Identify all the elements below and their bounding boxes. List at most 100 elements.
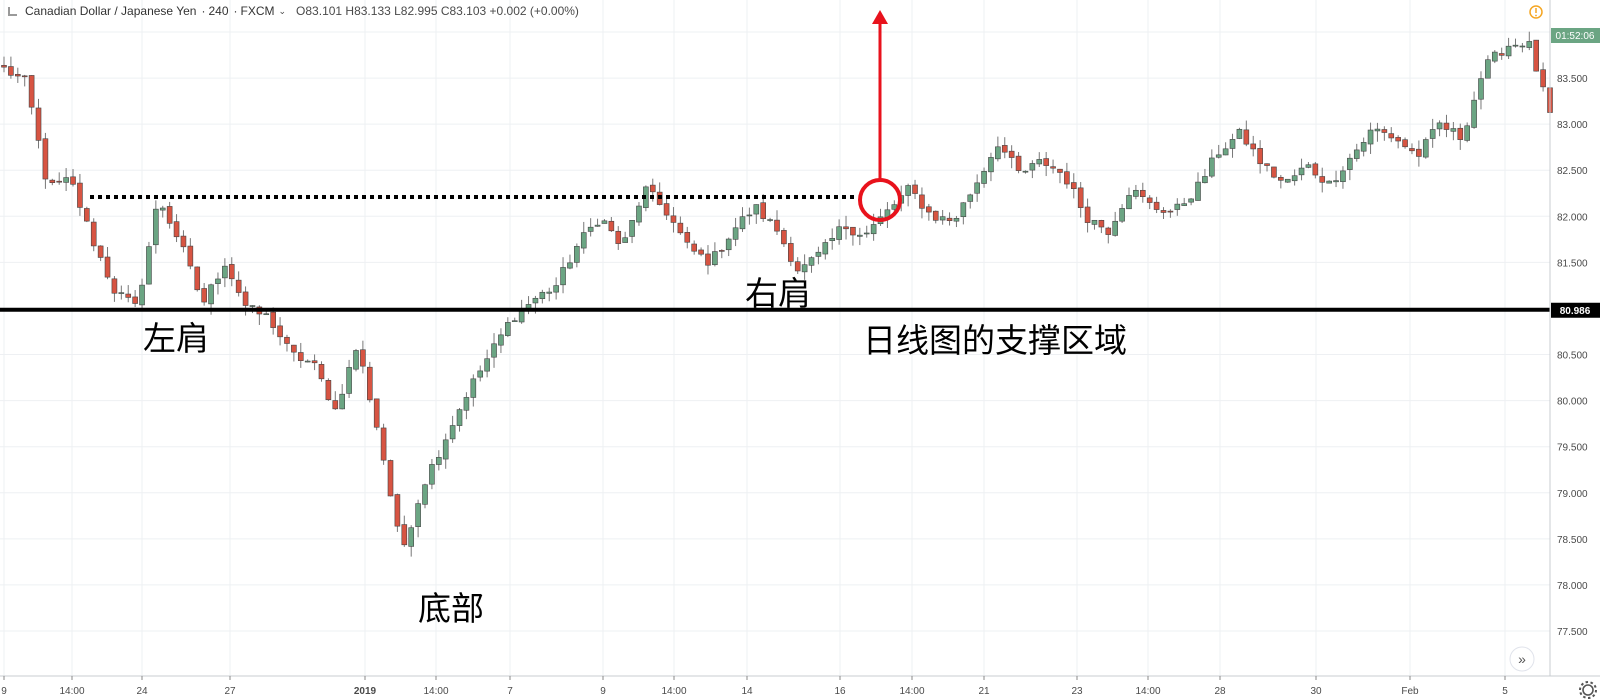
- candle-body: [1195, 181, 1201, 201]
- candle-body: [1146, 197, 1153, 203]
- candle-body: [539, 291, 546, 300]
- price-tick-label: 79.000: [1557, 489, 1588, 500]
- time-axis: 9 14:00 24 27 2019 14:00 7 9 14:00 14 16 14:00 21 23 1…: [1, 676, 1508, 697]
- candle-body: [415, 503, 421, 527]
- candle-body: [277, 325, 283, 338]
- time-tick-label: 2019: [354, 686, 377, 697]
- scroll-right-button[interactable]: »: [1509, 646, 1535, 672]
- breakout-arrow-head: [872, 10, 888, 24]
- candle-body: [21, 75, 28, 78]
- gear-icon[interactable]: [1579, 681, 1597, 699]
- candle-body: [1050, 166, 1056, 169]
- candle-body: [470, 378, 477, 398]
- candle-body: [560, 267, 566, 286]
- candle-body: [760, 202, 766, 219]
- candle-body: [677, 222, 684, 234]
- candle-body: [49, 179, 56, 183]
- candle-body: [1353, 149, 1360, 159]
- time-tick-label: 9: [600, 686, 606, 697]
- candle-body: [1167, 210, 1174, 213]
- candle-body: [28, 75, 35, 108]
- candle-body: [725, 238, 732, 251]
- candle-body: [801, 264, 808, 273]
- candle-body: [546, 291, 553, 294]
- candle-body: [705, 253, 711, 266]
- time-tick-label: 14:00: [59, 686, 84, 697]
- interval[interactable]: 240: [208, 4, 229, 18]
- candle-body: [850, 226, 856, 236]
- candle-body: [1278, 176, 1284, 181]
- candle-body: [1340, 170, 1346, 183]
- alert-icon[interactable]: [1529, 5, 1543, 19]
- candle-body: [387, 460, 394, 497]
- candle-body: [139, 284, 145, 306]
- candle-body: [808, 257, 815, 266]
- candle-body: [15, 73, 21, 77]
- candle-body: [939, 216, 946, 221]
- candle-body: [311, 360, 318, 364]
- candle-body: [870, 224, 877, 235]
- candle-body: [56, 180, 63, 183]
- candle-body: [173, 221, 180, 238]
- time-tick-label: 14:00: [423, 686, 448, 697]
- candle-body: [304, 360, 311, 363]
- candle-body: [1429, 129, 1436, 139]
- candle-body: [1533, 39, 1539, 72]
- candle-body: [8, 66, 14, 76]
- candle-body: [753, 204, 760, 215]
- candle-body: [781, 230, 787, 245]
- time-tick-label: 14: [741, 686, 753, 697]
- time-tick-label: 27: [224, 686, 236, 697]
- price-tick-label: 82.000: [1557, 212, 1588, 223]
- candle-body: [511, 320, 518, 322]
- symbol-name[interactable]: Canadian Dollar / Japanese Yen: [25, 4, 197, 18]
- collapse-icon[interactable]: [8, 6, 17, 16]
- candle-body: [836, 226, 842, 240]
- candle-body: [1491, 51, 1498, 62]
- head-label: 底部: [418, 589, 484, 628]
- candle-body: [339, 393, 345, 410]
- time-tick-label: 21: [978, 686, 990, 697]
- candle-body: [187, 245, 194, 267]
- candle-body: [1229, 139, 1236, 149]
- candle-body: [1416, 148, 1422, 157]
- candle-body: [263, 313, 270, 316]
- chevron-down-icon[interactable]: ⌄: [278, 5, 287, 16]
- candle-body: [1333, 180, 1339, 183]
- candle-body: [953, 217, 960, 222]
- candle-body: [394, 494, 401, 527]
- chart-grid: [0, 0, 1550, 676]
- candle-body: [615, 230, 622, 244]
- candle-body: [222, 265, 228, 279]
- candle-body: [373, 398, 380, 428]
- candle-body: [1326, 180, 1332, 184]
- candle-body: [967, 194, 974, 202]
- time-tick-label: 7: [507, 686, 513, 697]
- ohlc-values: O83.101 H83.133 L82.995 C83.103 +0.002 (…: [296, 4, 579, 18]
- exchange[interactable]: FXCM: [240, 4, 275, 18]
- candle-body: [346, 367, 352, 394]
- svg-text:01:52:06: 01:52:06: [1556, 31, 1595, 42]
- candle-body: [242, 291, 249, 306]
- candle-body: [380, 427, 387, 461]
- candle-body: [77, 182, 83, 208]
- candle-body: [1540, 69, 1546, 88]
- candle-body: [132, 296, 138, 304]
- candle-body: [919, 194, 925, 209]
- time-tick-label: 9: [1, 686, 7, 697]
- candle-body: [580, 232, 587, 249]
- price-tick-label: 82.500: [1557, 166, 1588, 177]
- candle-body: [1105, 227, 1112, 235]
- price-tick-label: 78.000: [1557, 581, 1588, 592]
- candle-body: [732, 227, 739, 240]
- candle-body: [1298, 167, 1305, 176]
- candle-body: [228, 264, 235, 280]
- candle-body: [746, 214, 753, 217]
- candle-body: [180, 235, 187, 248]
- candle-body: [829, 238, 836, 241]
- price-tick-label: 80.000: [1557, 397, 1588, 408]
- candle-body: [1008, 150, 1015, 158]
- candle-body: [636, 205, 642, 223]
- price-tick-label: 77.500: [1557, 627, 1588, 638]
